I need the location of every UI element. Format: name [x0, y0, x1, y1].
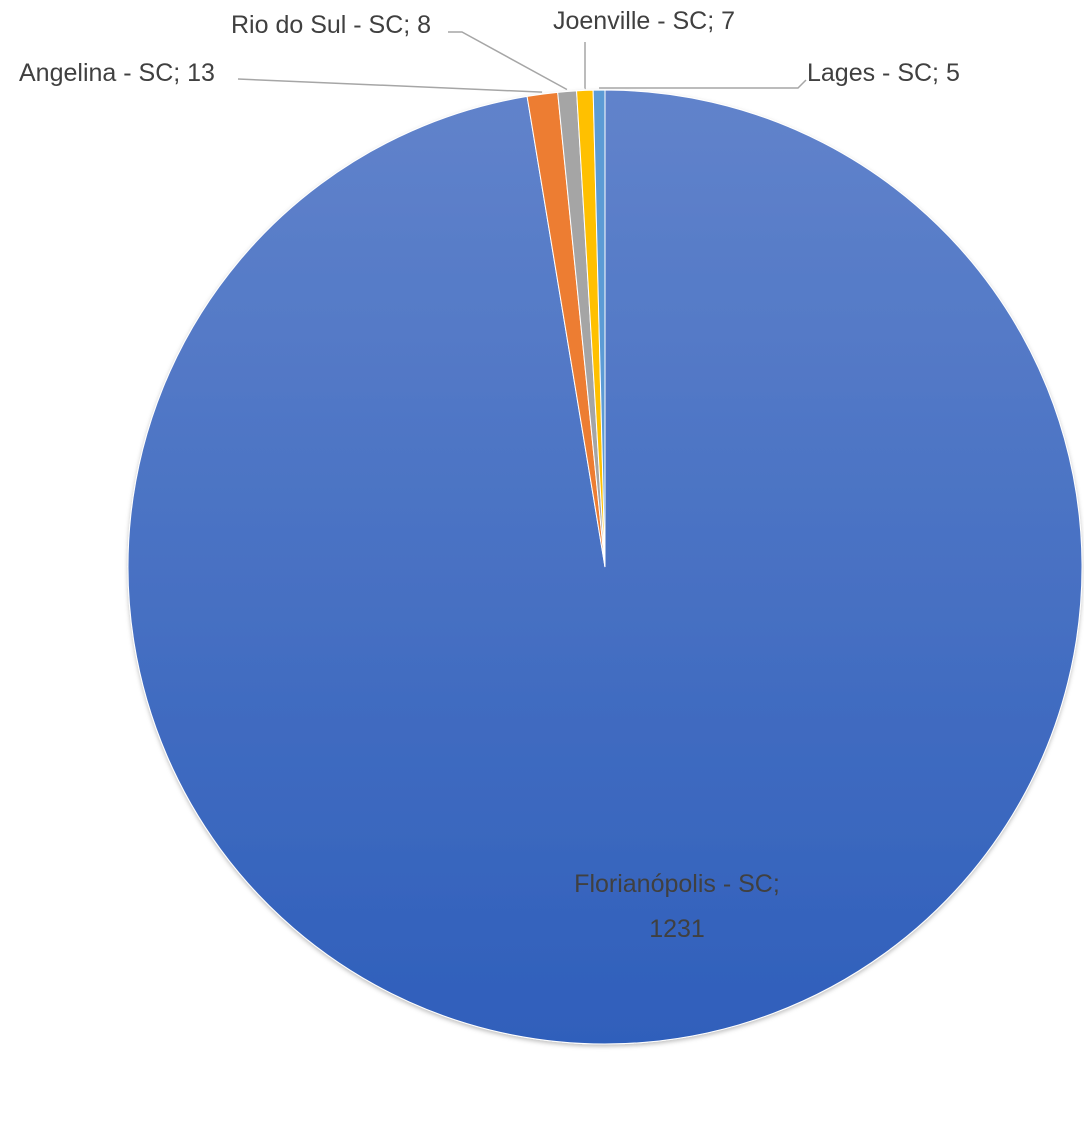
data-label-florianopolis-value: 1231 [649, 915, 705, 943]
pie-slice-lages [592, 89, 606, 568]
data-label-florianopolis: Florianópolis - SC; [574, 870, 780, 898]
leader-line-lages [599, 79, 807, 89]
data-label-joenville: Joenville - SC; 7 [553, 7, 735, 35]
pie-slices [127, 89, 1083, 1045]
leader-lines [237, 31, 807, 93]
data-label-angelina: Angelina - SC; 13 [19, 59, 215, 87]
data-label-rio-do-sul: Rio do Sul - SC; 8 [231, 11, 431, 39]
data-label-lages: Lages - SC; 5 [807, 59, 960, 87]
leader-line-angelina [237, 78, 543, 93]
leader-line-rio [448, 31, 568, 91]
